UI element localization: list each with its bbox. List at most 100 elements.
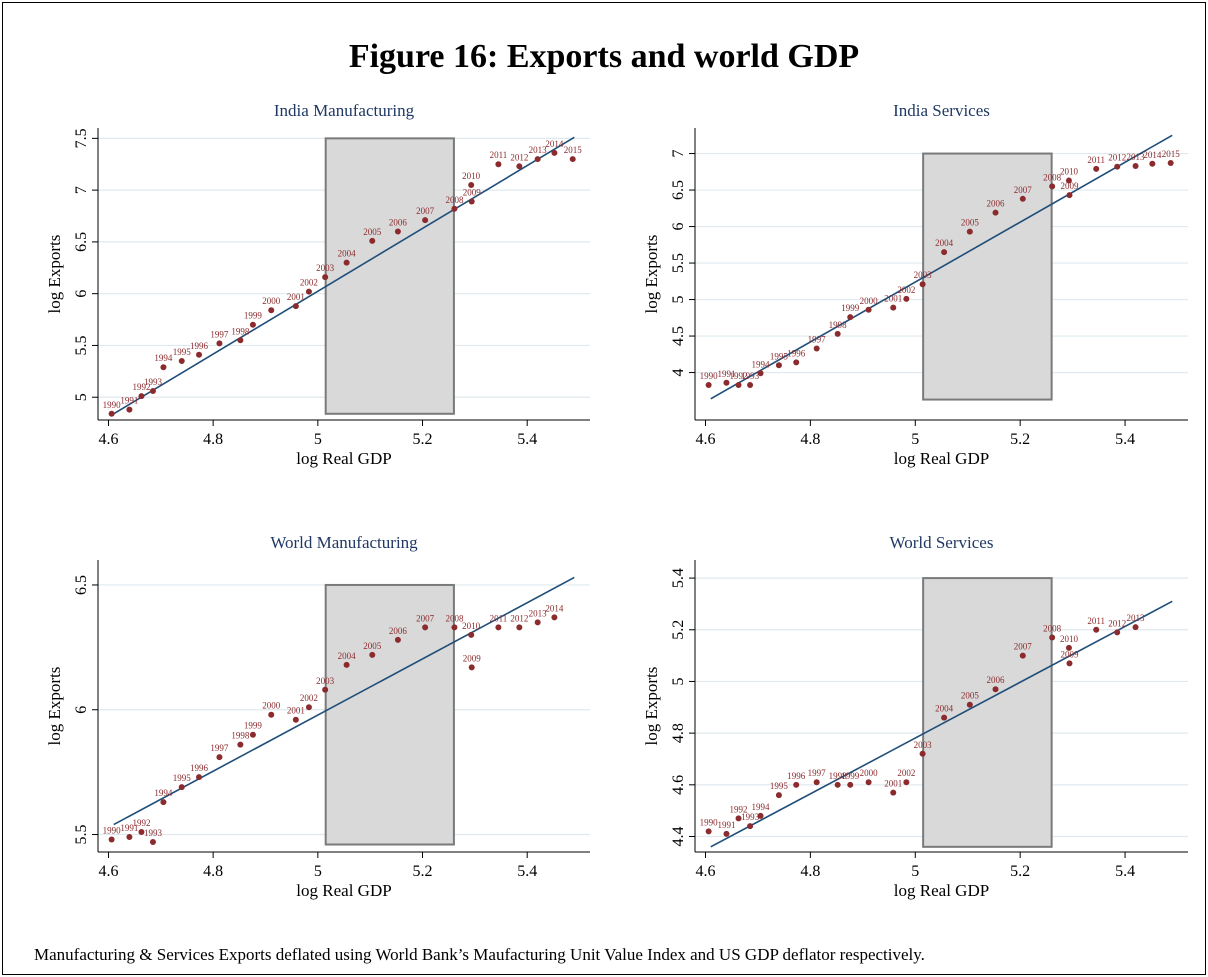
data-point bbox=[1066, 192, 1073, 199]
point-label: 2004 bbox=[338, 651, 357, 661]
y-tick-label: 5.5 bbox=[73, 825, 90, 845]
data-point bbox=[160, 799, 167, 806]
data-point bbox=[305, 704, 312, 711]
point-label: 1994 bbox=[752, 359, 771, 369]
data-point bbox=[551, 614, 558, 621]
point-label: 2000 bbox=[860, 768, 879, 778]
point-label: 2010 bbox=[462, 621, 481, 631]
point-label: 1992 bbox=[132, 818, 150, 828]
data-point bbox=[757, 370, 764, 377]
point-label: 1996 bbox=[190, 763, 209, 773]
point-label: 1992 bbox=[730, 804, 748, 814]
point-label: 1998 bbox=[829, 771, 848, 781]
point-label: 2010 bbox=[1060, 167, 1079, 177]
chart-panel-2: 4.6 4.8 5 5.2 5.4 4 4.5 5 5.5 6 6.5 7 log Real GDP lo… bbox=[642, 101, 1188, 468]
point-label: 2003 bbox=[316, 676, 335, 686]
point-label: 1991 bbox=[717, 369, 735, 379]
panel-title: India Services bbox=[893, 101, 990, 120]
shaded-region bbox=[922, 577, 1053, 848]
x-tick-label: 4.6 bbox=[695, 431, 715, 448]
point-label: 2002 bbox=[300, 693, 318, 703]
point-label: 1990 bbox=[700, 371, 719, 381]
x-tick-label: 5.2 bbox=[1010, 431, 1030, 448]
shaded-region bbox=[324, 583, 455, 846]
point-label: 2009 bbox=[1060, 181, 1079, 191]
y-tick-label: 4.4 bbox=[670, 826, 687, 846]
data-point bbox=[126, 406, 133, 413]
point-label: 1993 bbox=[144, 377, 163, 387]
data-point bbox=[747, 381, 754, 388]
point-label: 2015 bbox=[564, 145, 583, 155]
y-tick-label: 4.8 bbox=[670, 723, 687, 743]
point-label: 2002 bbox=[897, 768, 915, 778]
point-label: 1999 bbox=[244, 721, 263, 731]
x-tick-label: 5.2 bbox=[413, 431, 433, 448]
panel-title: World Services bbox=[890, 533, 994, 552]
data-point bbox=[451, 205, 458, 212]
data-point bbox=[534, 156, 541, 163]
data-point bbox=[775, 362, 782, 369]
data-point bbox=[793, 359, 800, 366]
x-tick-label: 5 bbox=[911, 863, 919, 880]
y-tick-label: 4.5 bbox=[670, 326, 687, 346]
x-tick-label: 5.4 bbox=[517, 863, 537, 880]
data-point bbox=[941, 714, 948, 721]
point-label: 1996 bbox=[787, 771, 806, 781]
y-tick-label: 5 bbox=[670, 296, 687, 304]
point-label: 1996 bbox=[787, 348, 806, 358]
data-point bbox=[495, 161, 502, 168]
data-point bbox=[735, 815, 742, 822]
data-point bbox=[723, 830, 730, 837]
data-point bbox=[903, 779, 910, 786]
point-label: 1991 bbox=[717, 820, 735, 830]
data-point bbox=[343, 661, 350, 668]
x-tick-label: 4.8 bbox=[800, 863, 820, 880]
point-label: 2006 bbox=[987, 675, 1006, 685]
data-point bbox=[138, 829, 145, 836]
data-point bbox=[569, 156, 576, 163]
point-label: 2000 bbox=[262, 296, 281, 306]
x-tick-label: 5.2 bbox=[1010, 863, 1030, 880]
x-tick-label: 5 bbox=[314, 431, 322, 448]
point-label: 2005 bbox=[363, 641, 382, 651]
data-point bbox=[1049, 634, 1056, 641]
data-point bbox=[865, 306, 872, 313]
shaded-region bbox=[324, 137, 455, 415]
y-tick-label: 7 bbox=[73, 186, 90, 194]
x-tick-label: 5 bbox=[911, 431, 919, 448]
data-point bbox=[108, 836, 115, 843]
point-label: 2006 bbox=[389, 218, 408, 228]
data-point bbox=[1132, 162, 1139, 169]
x-tick-label: 5.4 bbox=[1115, 863, 1135, 880]
panel-title: India Manufacturing bbox=[274, 101, 415, 120]
data-point bbox=[108, 410, 115, 417]
data-point bbox=[305, 288, 312, 295]
point-label: 2011 bbox=[1087, 155, 1105, 165]
point-label: 2009 bbox=[1060, 649, 1079, 659]
data-point bbox=[1149, 160, 1156, 167]
point-label: 2013 bbox=[529, 145, 548, 155]
y-tick-label: 4 bbox=[670, 369, 687, 377]
point-label: 1998 bbox=[231, 731, 250, 741]
point-label: 1994 bbox=[752, 802, 771, 812]
y-tick-label: 5.2 bbox=[670, 620, 687, 640]
data-point bbox=[551, 149, 558, 156]
x-axis-label: log Real GDP bbox=[296, 881, 391, 900]
data-point bbox=[422, 624, 429, 631]
y-tick-label: 4.6 bbox=[670, 775, 687, 795]
data-point bbox=[249, 731, 256, 738]
y-axis-label: log Exports bbox=[642, 667, 661, 746]
data-point bbox=[516, 624, 523, 631]
y-tick-label: 5.5 bbox=[73, 335, 90, 355]
y-axis-label: log Exports bbox=[642, 235, 661, 314]
data-point bbox=[292, 303, 299, 310]
data-point bbox=[1093, 626, 1100, 633]
point-label: 1999 bbox=[841, 771, 860, 781]
x-axis-label: log Real GDP bbox=[296, 449, 391, 468]
data-point bbox=[735, 381, 742, 388]
point-label: 2005 bbox=[961, 691, 980, 701]
data-point bbox=[903, 295, 910, 302]
fit-line bbox=[710, 134, 1173, 400]
data-point bbox=[1132, 624, 1139, 631]
fit-line bbox=[710, 600, 1173, 848]
